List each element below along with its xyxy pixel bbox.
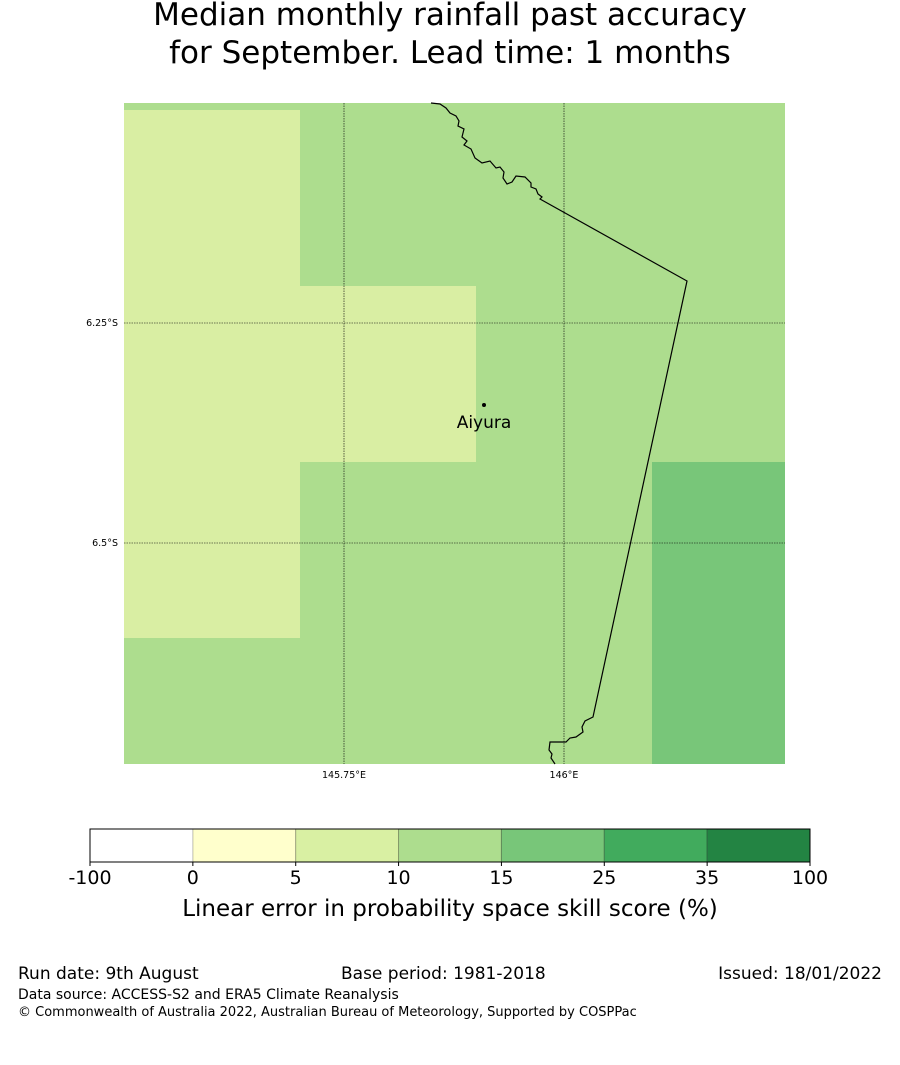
colorbar-segment (192, 828, 297, 863)
grid-cell-south-east (652, 462, 785, 764)
map-title-line-1: Median monthly rainfall past accuracy (153, 0, 747, 33)
colorbar-tick-label: 100 (792, 867, 828, 889)
lat-label-6-5: 6.5°S (92, 538, 118, 549)
country-boundary-line (430, 102, 688, 765)
colorbar-segment (398, 828, 502, 863)
colorbar-segment (295, 828, 400, 863)
aiyura-location-marker (482, 403, 486, 407)
issued-date-text: Issued: 18/01/2022 (718, 964, 882, 984)
colorbar-tick-label: 25 (592, 867, 616, 889)
data-source-text: Data source: ACCESS-S2 and ERA5 Climate … (18, 987, 399, 1003)
run-date-text: Run date: 9th August (18, 964, 199, 984)
lon-label-146: 146°E (550, 770, 579, 781)
colorbar-frame (89, 828, 811, 863)
colorbar-segment (90, 829, 193, 862)
colorbar-tick-label: 5 (290, 867, 302, 889)
colorbar-segment (500, 828, 605, 863)
colorbar-tick-label: 35 (695, 867, 719, 889)
colorbar-tick-label: 10 (386, 867, 410, 889)
map-title-line-2: for September. Lead time: 1 months (169, 35, 731, 71)
aiyura-location-label: Aiyura (457, 413, 512, 433)
grid-cell-west-upper (124, 110, 300, 638)
colorbar-tick-label: -100 (68, 867, 111, 889)
colorbar-tick-label: 0 (187, 867, 199, 889)
colorbar-label: Linear error in probability space skill … (182, 896, 718, 922)
lat-label-6-25: 6.25°S (86, 318, 118, 329)
colorbar-segment (603, 828, 708, 863)
colorbar: -100 0 5 10 15 25 35 100 (68, 828, 828, 889)
graticule (124, 103, 785, 764)
lon-label-145-75: 145.75°E (322, 770, 366, 781)
grid-cell-centre (300, 286, 476, 462)
colorbar-tick-label: 15 (489, 867, 513, 889)
copyright-text: © Commonwealth of Australia 2022, Austra… (18, 1005, 637, 1020)
colorbar-segment (706, 828, 811, 863)
skill-grid (124, 103, 785, 764)
base-period-text: Base period: 1981-2018 (341, 964, 546, 984)
